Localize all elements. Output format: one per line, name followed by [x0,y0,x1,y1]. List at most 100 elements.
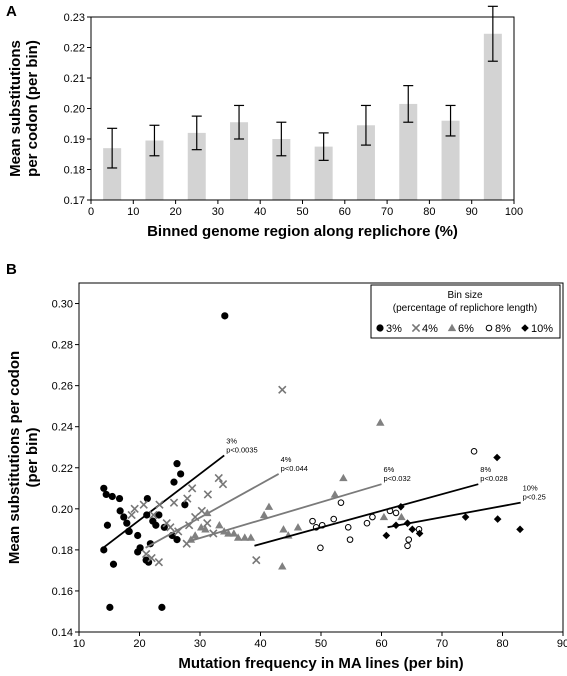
data-point [215,521,224,529]
data-point [278,385,287,394]
series-3pct: 3%p<0.0035 [100,312,258,611]
y-tick-label: 0.17 [64,195,85,207]
legend-box [370,284,561,339]
regression-p-value: p<0.044 [281,464,308,473]
data-point [293,523,303,531]
panel-a-plot: 0 10 20 30 40 50 60 70 80 90 100 0.17 0.18 0.19 0.20 0.… [64,5,523,218]
data-point [116,507,124,515]
y-tick-label: 0.20 [52,504,73,516]
y-axis-label-line: Mean substitutions [7,40,24,177]
data-point [109,560,118,568]
data-point [115,494,124,503]
data-point [229,529,239,537]
data-point [344,524,352,531]
data-point [376,418,385,426]
legend-marker [521,324,529,332]
regression-p-value: p<0.0035 [226,445,258,454]
x-tick-label: 80 [423,206,435,218]
data-point [190,531,200,539]
series-6pct: 6%p<0.032 [186,418,411,570]
y-tick-label: 0.24 [52,422,73,434]
data-point [147,553,156,563]
data-point [470,448,478,455]
data-point [221,312,229,320]
y-tick-label: 0.22 [52,463,73,475]
data-point [169,498,179,507]
series-10pct: 10%p<0.25 [382,453,546,540]
y-tick-label: 0.26 [52,381,73,393]
data-point [397,502,405,511]
data-point [201,525,210,533]
data-point [197,523,206,531]
data-point [123,519,131,527]
x-tick-label: 20 [169,206,181,218]
bar [230,122,249,200]
legend-marker [485,324,493,332]
data-point [379,512,389,521]
y-axis-label-a: Mean substitutionsper codon (per bin) [7,40,41,177]
data-point [369,513,376,521]
data-point [461,513,470,521]
data-point [493,515,502,523]
x-tick-label: 10 [127,206,139,218]
data-point [516,525,524,534]
data-point [166,523,175,532]
x-tick-label: 0 [88,206,94,218]
data-point [330,490,340,498]
bar [441,120,460,200]
regression-line [187,483,382,543]
data-point [278,562,287,570]
data-point [155,511,163,519]
data-point [155,500,164,509]
x-tick-label: 30 [212,206,224,218]
data-point [134,548,142,556]
data-point [143,494,151,503]
regression-label: 3% [226,436,237,445]
regression-p-value: p<0.25 [523,493,546,502]
data-point [141,549,151,559]
legend-marker [411,323,421,333]
bar [356,125,375,200]
x-tick-label: 40 [254,206,266,218]
x-tick-label: 20 [133,638,145,650]
data-point [339,473,348,482]
bar [399,103,418,200]
data-point [233,533,243,541]
data-point [363,519,371,527]
x-axis-label-b: Mutation frequency in MA lines (per bin) [178,655,463,672]
data-point [197,506,206,516]
x-tick-label: 50 [315,638,327,650]
x-tick-label: 70 [436,638,448,650]
y-tick-label: 0.18 [64,165,85,177]
data-point [100,546,108,554]
data-point [103,521,112,529]
x-tick-label: 60 [339,206,351,218]
data-point [392,509,400,517]
data-point [264,502,274,510]
y-tick-label: 0.14 [52,627,73,639]
bar [483,33,502,201]
legend-label: 3% [386,323,402,335]
x-tick-label: 100 [505,206,523,218]
data-point [183,494,192,503]
legend-marker [447,323,457,332]
data-point [173,460,181,468]
data-point [177,470,185,478]
bar [103,148,122,200]
series-4pct: 4%p<0.044 [127,385,308,567]
regression-label: 4% [281,455,292,464]
regression-p-value: p<0.028 [480,474,507,483]
data-point [240,533,249,541]
x-tick-label: 50 [296,206,308,218]
data-point [139,500,148,509]
x-tick-label: 90 [466,206,478,218]
data-point [154,558,164,567]
data-point [405,536,413,543]
regression-line [387,501,521,529]
x-tick-label: 10 [73,638,85,650]
y-tick-label: 0.19 [64,134,85,146]
data-point [108,492,116,501]
regression-label: 10% [523,484,538,493]
data-point [246,533,256,541]
data-point [173,536,181,544]
